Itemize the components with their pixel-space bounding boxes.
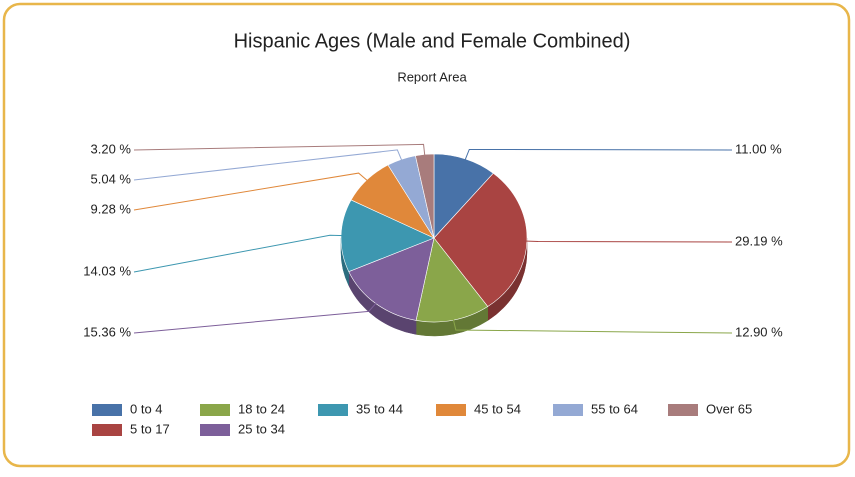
legend-label: 5 to 17: [130, 421, 170, 436]
data-label: 12.90 %: [735, 324, 783, 339]
data-label: 5.04 %: [91, 171, 132, 186]
data-label: 3.20 %: [91, 141, 132, 156]
pie-tops: [340, 153, 528, 323]
data-label: 11.00 %: [735, 141, 782, 156]
legend: 0 to 4 5 to 17 18 to 24 25 to 34 35 to 44 45 …: [92, 401, 752, 436]
legend-label: 18 to 24: [238, 401, 285, 416]
legend-label: 55 to 64: [591, 401, 638, 416]
leader-line: [133, 143, 426, 157]
data-label: 9.28 %: [91, 201, 132, 216]
chart-title: Hispanic Ages (Male and Female Combined): [234, 30, 631, 52]
legend-label: 35 to 44: [356, 401, 403, 416]
legend-label: 45 to 54: [474, 401, 521, 416]
data-label: 29.19 %: [735, 233, 783, 248]
leader-line: [524, 240, 733, 243]
leader-line: [133, 234, 344, 273]
leader-line: [452, 317, 733, 334]
leader-line: [464, 148, 733, 162]
legend-swatch: [200, 424, 230, 436]
legend-label: Over 65: [706, 401, 752, 416]
leader-line: [133, 172, 370, 211]
leader-line: [133, 301, 378, 334]
chart-subtitle: Report Area: [397, 69, 467, 84]
legend-swatch: [92, 404, 122, 416]
legend-swatch: [436, 404, 466, 416]
legend-label: 0 to 4: [130, 401, 163, 416]
legend-swatch: [92, 424, 122, 436]
data-label: 15.36 %: [83, 324, 131, 339]
leader-line: [133, 149, 403, 181]
pie-labels: 11.00 % 29.19 % 12.90 % 15.36 % 14.03 % 9.28 …: [83, 141, 783, 339]
data-label: 14.03 %: [83, 263, 131, 278]
legend-swatch: [200, 404, 230, 416]
legend-label: 25 to 34: [238, 421, 285, 436]
legend-swatch: [668, 404, 698, 416]
legend-swatch: [553, 404, 583, 416]
legend-swatch: [318, 404, 348, 416]
